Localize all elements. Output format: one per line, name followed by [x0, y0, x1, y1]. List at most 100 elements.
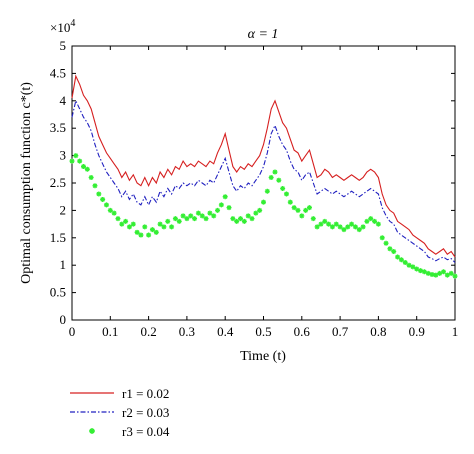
data-point: [218, 202, 224, 208]
data-point: [172, 216, 178, 222]
data-point: [203, 216, 209, 222]
data-point: [199, 213, 205, 219]
series-line: [71, 99, 456, 263]
data-point: [264, 188, 270, 194]
data-point: [215, 207, 221, 213]
data-point: [322, 218, 328, 224]
data-point: [303, 207, 309, 213]
x-tick-label: 0.9: [409, 324, 425, 339]
data-point: [326, 221, 332, 227]
data-point: [130, 221, 136, 227]
data-point: [211, 213, 217, 219]
series-group: [69, 74, 458, 279]
data-point: [195, 210, 201, 216]
data-point: [444, 272, 450, 278]
data-point: [314, 224, 320, 230]
x-tick-label: 0.2: [140, 324, 156, 339]
data-point: [111, 210, 117, 216]
x-tick-label: 1: [452, 324, 459, 339]
data-point: [364, 218, 370, 224]
data-point: [230, 216, 236, 222]
data-point: [295, 207, 301, 213]
data-point: [169, 224, 175, 230]
data-point: [249, 216, 255, 222]
data-point: [261, 199, 266, 205]
data-point: [253, 210, 259, 216]
data-point: [437, 270, 443, 276]
data-point: [100, 196, 106, 202]
data-point: [146, 232, 152, 238]
y-tick-label: 3.5: [50, 120, 66, 135]
y-tick-label: 3: [60, 148, 67, 163]
data-point: [207, 210, 213, 216]
data-point: [176, 218, 182, 224]
x-tick-label: 0.4: [217, 324, 234, 339]
x-axis-label: Time (t): [240, 349, 286, 364]
data-point: [134, 229, 140, 235]
data-point: [387, 246, 393, 252]
data-point: [77, 158, 83, 164]
legend-item: r3 = 0.04: [89, 424, 170, 439]
data-point: [69, 158, 75, 164]
data-point: [153, 229, 159, 235]
data-point: [280, 185, 286, 191]
data-point: [115, 216, 121, 222]
data-point: [142, 224, 148, 230]
series-3: [69, 153, 458, 279]
series-2: [71, 99, 456, 263]
data-point: [238, 216, 244, 222]
data-point: [88, 175, 94, 181]
data-point: [360, 224, 366, 230]
legend-label: r3 = 0.04: [122, 424, 170, 439]
data-point: [245, 213, 251, 219]
data-point: [241, 218, 247, 224]
data-point: [107, 207, 113, 213]
data-point: [96, 191, 102, 197]
data-point: [368, 216, 374, 222]
x-tick-label: 0.7: [332, 324, 349, 339]
data-point: [356, 227, 362, 233]
data-point: [345, 224, 351, 230]
data-point: [418, 268, 424, 274]
y-multiplier: ×104: [50, 18, 75, 35]
data-point: [448, 270, 454, 276]
data-point: [165, 218, 171, 224]
data-point: [310, 216, 316, 222]
data-point: [276, 177, 282, 183]
data-point: [391, 249, 397, 254]
data-point: [257, 207, 263, 213]
y-tick-label: 2.5: [50, 175, 66, 190]
data-point: [414, 266, 420, 272]
data-point: [337, 224, 343, 230]
data-point: [349, 221, 355, 227]
data-point: [126, 224, 132, 230]
data-point: [318, 221, 324, 227]
data-point: [421, 269, 427, 275]
data-point: [222, 194, 228, 200]
data-point: [92, 183, 98, 189]
data-point: [188, 213, 194, 219]
y-tick-label: 1: [60, 257, 67, 272]
plot-area: 0 0.1 0.2 0.3 0.4 0.5 0.6 0.7 0.8 0.9 1 0 0.5 1 1.5 2 2.…: [50, 38, 459, 339]
y-tick-label: 1.5: [50, 230, 66, 245]
data-point: [402, 259, 408, 265]
y-tick-label: 0.5: [50, 285, 66, 300]
y-tick-label: 4: [60, 93, 67, 108]
data-point: [180, 213, 186, 219]
data-point: [441, 269, 447, 275]
data-point: [73, 153, 79, 159]
chart-title: α = 1: [248, 27, 279, 42]
axis-ticks: 0 0.1 0.2 0.3 0.4 0.5 0.6 0.7 0.8 0.9 1 0 0.5 1 1.5 2 2.…: [50, 38, 459, 339]
legend-label: r2 = 0.03: [122, 405, 169, 420]
y-tick-label: 2: [60, 202, 67, 217]
legend-item: r1 = 0.02: [70, 386, 169, 401]
y-tick-label: 5: [60, 38, 67, 53]
data-point: [272, 169, 278, 175]
x-tick-label: 0: [69, 324, 76, 339]
y-tick-label: 0: [60, 312, 67, 327]
x-tick-label: 0.3: [179, 324, 195, 339]
data-point: [84, 166, 90, 172]
series-1: [71, 74, 456, 258]
data-point: [268, 175, 274, 181]
